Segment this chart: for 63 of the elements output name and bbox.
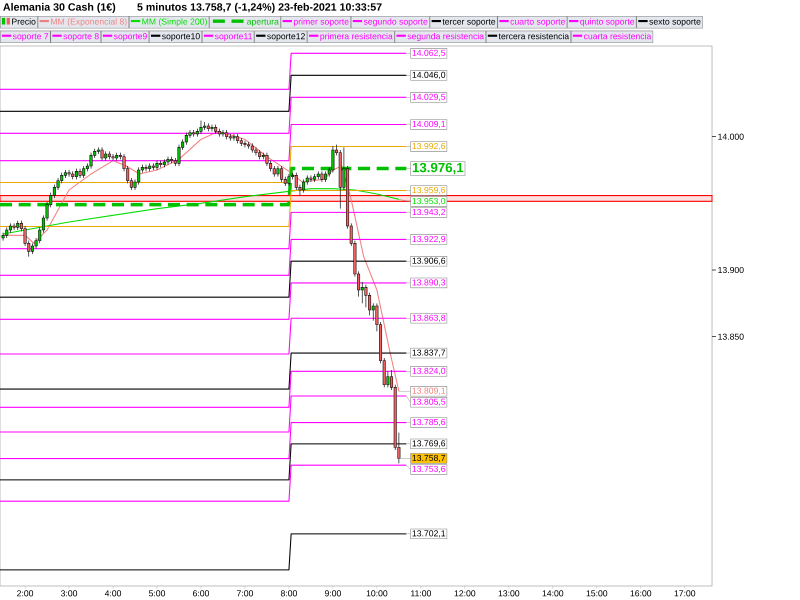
data-label: 14.046,0 [412, 72, 446, 79]
legend-label: tercera resistencia [498, 32, 570, 40]
data-label: 13.753,6 [412, 466, 446, 473]
legend-label: primera resistencia [320, 32, 393, 41]
x-tick-label: 8:00 [280, 590, 297, 596]
x-tick-label: 13:00 [498, 590, 520, 596]
data-label: 13.906,6 [412, 258, 446, 265]
legend-label: soporte11 [214, 33, 252, 41]
data-label: 13.922,9 [412, 236, 446, 244]
x-tick-label: 16:00 [630, 590, 652, 596]
x-tick-label: 12:00 [454, 590, 476, 596]
legend-label: Precio [12, 18, 36, 25]
x-tick-label: 15:00 [586, 590, 608, 596]
x-tick-label: 2:00 [17, 590, 34, 596]
data-label: 14.029,5 [412, 94, 446, 101]
data-label: 13.805,5 [412, 398, 446, 406]
data-label: 13.837,7 [412, 350, 446, 357]
x-tick-label: 9:00 [324, 590, 341, 596]
legend-label: soporte 7 [12, 33, 48, 41]
legend-label: quinto soporte [580, 18, 634, 26]
legend-label: sexto soporte [649, 18, 701, 26]
chart-subtitle: 5 minutos 13.758,7 (-1,24%) 23-feb-2021 10:33:57 [137, 2, 382, 13]
legend-label: apertura [247, 18, 279, 26]
legend-label: cuarta resistencia [584, 32, 652, 40]
text: 13.758,7 [412, 454, 446, 462]
data-label: 13.702,1 [412, 530, 446, 538]
x-tick-label: 4:00 [104, 590, 122, 596]
legend-label: segunda resistencia [408, 32, 484, 41]
legend-label: soporte9 [114, 33, 147, 41]
legend-label: tercer soporte [442, 18, 496, 26]
data-label: 13.953,0 [412, 198, 446, 206]
data-label: 13.976,1 [412, 162, 464, 174]
x-tick-label: 10:00 [366, 590, 388, 596]
x-tick-label: 5:00 [148, 590, 166, 596]
legend-label: soporte10 [162, 33, 200, 41]
data-label: 13.769,6 [412, 440, 446, 448]
x-tick-label: 11:00 [411, 590, 432, 596]
legend-label: cuarto soporte [510, 18, 565, 26]
legend-label: segundo soporte [364, 18, 428, 26]
chart-title: Alemania 30 Cash (1€) [3, 2, 116, 13]
x-tick-label: 17:00 [674, 590, 696, 596]
legend-label: MM (Simple 200) [142, 18, 207, 26]
data-label: 13.992,6 [412, 142, 446, 150]
x-tick-label: 7:00 [236, 590, 254, 596]
x-tick-label: 14:00 [542, 590, 564, 596]
data-label: 13.809,1 [412, 388, 446, 395]
data-label: 13.943,2 [412, 208, 446, 216]
data-label: 13.824,0 [412, 368, 446, 375]
y-tick-label: 13.900 [718, 266, 744, 274]
legend-label: MM (Exponencial 8) [51, 18, 127, 26]
data-label: 13.863,8 [412, 314, 446, 322]
x-tick-label: 6:00 [193, 590, 210, 596]
y-tick-label: 14.000 [718, 134, 744, 140]
data-label: 13.890,3 [412, 279, 446, 286]
legend-label: primer soporte [294, 18, 349, 26]
y-tick-label: 13.850 [718, 334, 744, 340]
data-label: 14.062,5 [412, 50, 446, 57]
data-label: 13.959,6 [412, 186, 446, 194]
legend-label: soporte12 [267, 33, 305, 41]
data-label: 13.785,6 [412, 418, 446, 426]
x-tick-label: 3:00 [60, 590, 78, 596]
legend-label: soporte 8 [63, 33, 99, 41]
data-label: 14.009,1 [412, 120, 446, 128]
